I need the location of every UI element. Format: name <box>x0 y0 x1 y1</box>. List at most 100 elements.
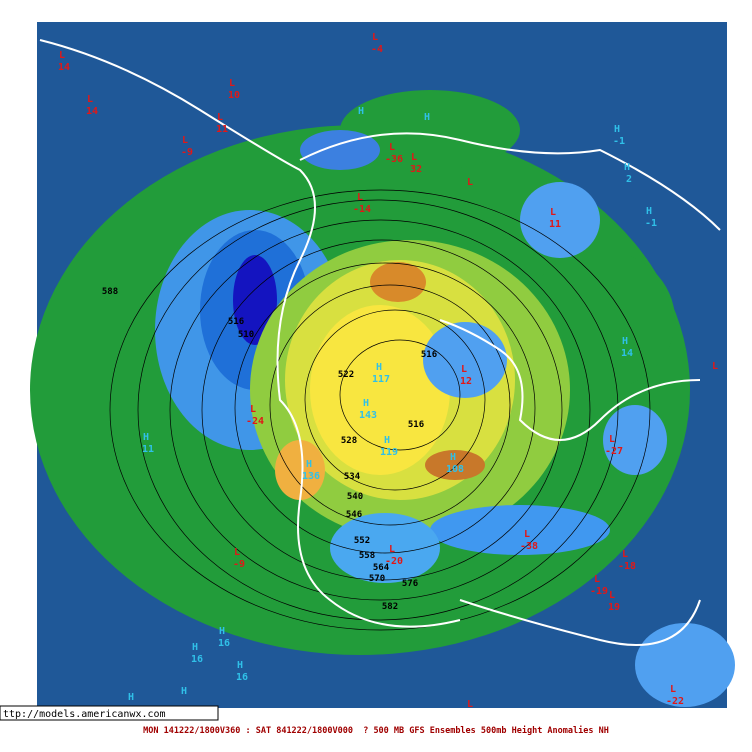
low-symbol: L <box>467 177 473 188</box>
low-symbol: L <box>594 574 600 585</box>
high-symbol: H <box>363 398 369 409</box>
contour-label: 516 <box>228 317 244 327</box>
low-value: -27 <box>605 446 623 457</box>
fill <box>233 255 277 345</box>
low-value: -24 <box>246 416 264 427</box>
low-symbol: L <box>550 207 556 218</box>
low-value: -36 <box>385 154 403 165</box>
fill <box>300 130 380 170</box>
footer: MON 141222/1800V360 : SAT 841222/1800V00… <box>143 725 609 736</box>
fill <box>520 182 600 258</box>
high-symbol: H <box>192 642 198 653</box>
contour-line <box>234 262 536 554</box>
high-value: 143 <box>359 410 377 421</box>
high-symbol: H <box>424 112 430 123</box>
high-value: 119 <box>380 447 398 458</box>
fill <box>635 623 735 707</box>
contour-label: 582 <box>382 602 398 612</box>
low-value: 19 <box>608 602 620 613</box>
low-symbol: L <box>250 404 256 415</box>
low-symbol: L <box>182 135 188 146</box>
high-symbol: H <box>614 124 620 135</box>
fill <box>340 90 520 170</box>
contour-label: 576 <box>402 579 418 589</box>
fill <box>310 305 450 475</box>
contour-label: 534 <box>344 472 361 482</box>
low-symbol: L <box>712 361 718 372</box>
low-symbol: L <box>357 192 363 203</box>
low-value: 10 <box>228 90 240 101</box>
low-value: -20 <box>385 556 403 567</box>
contour-label: 528 <box>341 436 357 446</box>
contour-label: 522 <box>338 370 354 380</box>
low-value: 14 <box>86 106 98 117</box>
url-box <box>0 705 219 721</box>
high-value: -1 <box>645 218 657 229</box>
high-value: 108 <box>446 464 464 475</box>
high-symbol: H <box>622 336 628 347</box>
coastline <box>439 319 701 441</box>
contour-label: 552 <box>354 536 370 546</box>
low-value: -9 <box>233 559 245 570</box>
low-value: -9 <box>181 147 193 158</box>
contours <box>109 189 651 631</box>
contour-line <box>304 309 486 491</box>
high-symbol: H <box>128 692 134 703</box>
low-symbol: L <box>234 547 240 558</box>
contour-label: 510 <box>238 330 254 340</box>
high-symbol: H <box>219 626 225 637</box>
low-value: 12 <box>460 376 472 387</box>
low-symbol: L <box>524 529 530 540</box>
contour-label: 546 <box>346 510 362 520</box>
low-symbol: L <box>87 94 93 105</box>
contour-label: 516 <box>421 350 437 360</box>
low-value: -14 <box>353 204 371 215</box>
low-symbol: L <box>609 590 615 601</box>
contour-label: 558 <box>359 551 375 561</box>
contour-label: 516 <box>408 420 424 430</box>
high-value: -1 <box>613 136 625 147</box>
low-value: 11 <box>216 124 228 135</box>
low-symbol: L <box>461 364 467 375</box>
low-symbol: L <box>467 699 473 710</box>
fill <box>275 440 325 500</box>
anomaly-fill <box>30 90 735 707</box>
high-symbol: H <box>624 162 630 173</box>
contour-line <box>169 219 591 601</box>
low-value: -38 <box>520 541 538 552</box>
low-value: -22 <box>666 696 684 707</box>
high-symbol: H <box>646 206 652 217</box>
low-symbol: L <box>411 152 417 163</box>
low-value: 14 <box>58 62 70 73</box>
coastline <box>39 39 461 628</box>
fill <box>330 513 440 583</box>
low-value: 11 <box>549 219 561 230</box>
fill <box>370 262 426 302</box>
high-symbol: H <box>237 660 243 671</box>
low-symbol: L <box>59 50 65 61</box>
low-symbol: L <box>389 142 395 153</box>
high-symbol: H <box>143 432 149 443</box>
fill <box>430 505 610 555</box>
contour-label: 570 <box>369 574 385 584</box>
low-symbol: L <box>609 434 615 445</box>
high-symbol: H <box>376 362 382 373</box>
low-symbol: L <box>389 544 395 555</box>
high-value: 117 <box>372 374 390 385</box>
coastline <box>299 132 721 231</box>
low-value: 32 <box>410 164 422 175</box>
contour-label: 540 <box>347 492 363 502</box>
low-value: -4 <box>371 44 383 55</box>
contour-line <box>201 239 563 581</box>
fill <box>603 405 667 475</box>
high-symbol: H <box>181 686 187 697</box>
high-value: 11 <box>142 444 154 455</box>
contour-label: 564 <box>373 563 390 573</box>
low-symbol: L <box>372 32 378 43</box>
fill <box>425 450 485 480</box>
high-symbol: H <box>450 452 456 463</box>
low-value: -18 <box>618 561 636 572</box>
url: ttp://models.americanwx.com <box>3 709 166 720</box>
contour-label: 588 <box>102 287 118 297</box>
